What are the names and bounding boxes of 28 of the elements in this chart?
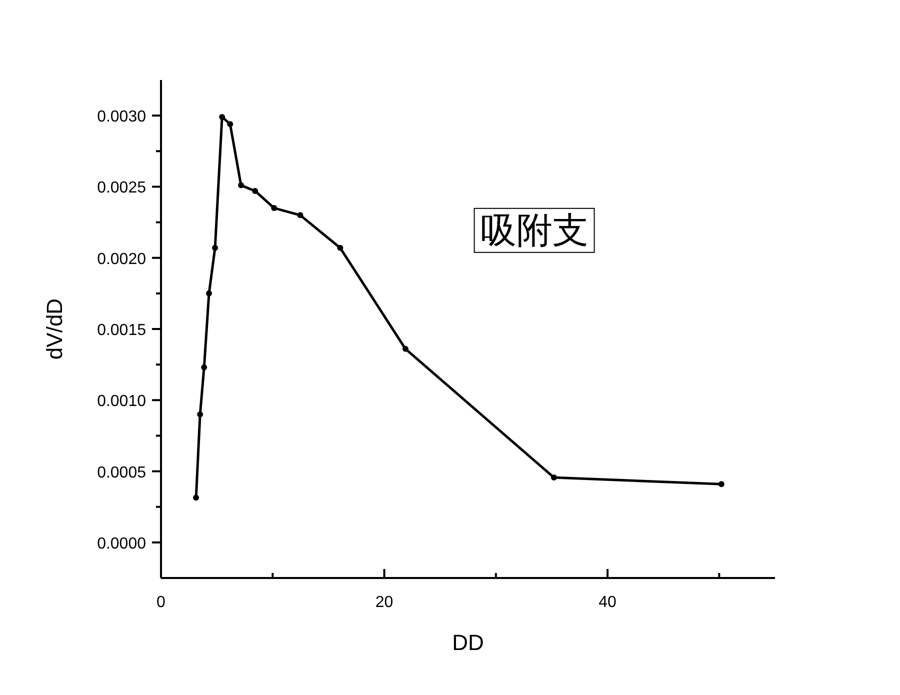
point xyxy=(550,474,557,481)
point xyxy=(238,182,244,188)
y-tick-label: 0.0030 xyxy=(97,108,146,126)
annotation: 吸附支 xyxy=(480,210,588,250)
y-tick-label: 0.0020 xyxy=(97,250,146,268)
x-tick-label: 40 xyxy=(598,594,617,611)
point xyxy=(212,244,218,251)
point xyxy=(271,205,278,212)
y-tick-label: 0.0015 xyxy=(97,322,146,339)
point xyxy=(201,364,208,370)
point xyxy=(402,346,408,352)
y-tick-label: 0.0000 xyxy=(97,535,146,552)
point xyxy=(718,481,724,488)
x-tick-label: 0 xyxy=(156,594,166,611)
point xyxy=(337,244,344,251)
x-tick-label: 20 xyxy=(375,594,394,611)
y-tick-label: 0.0005 xyxy=(97,464,146,482)
point xyxy=(297,212,304,218)
y-tick-label: 0.0025 xyxy=(97,180,146,197)
x-axis-title: DD xyxy=(452,630,484,655)
point xyxy=(206,290,212,296)
point xyxy=(193,494,200,501)
point xyxy=(219,114,226,120)
y-axis-title: dV/dD xyxy=(42,298,67,360)
y-tick-label: 0.0010 xyxy=(97,393,146,410)
point xyxy=(227,121,234,128)
point xyxy=(197,411,204,418)
point xyxy=(252,188,258,194)
